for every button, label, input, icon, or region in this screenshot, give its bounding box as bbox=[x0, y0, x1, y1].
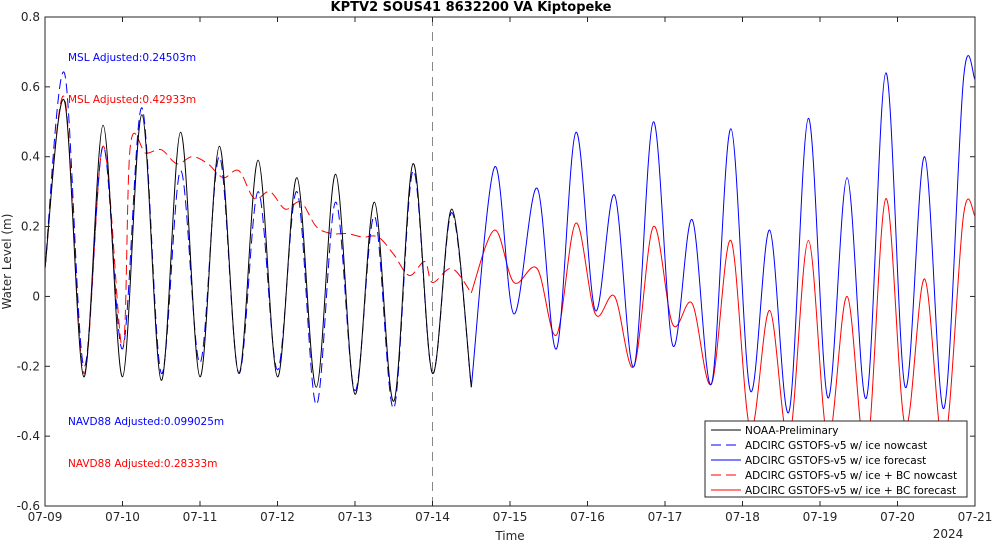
y-tick-label: 0.2 bbox=[21, 220, 40, 234]
y-tick-label: 0.8 bbox=[21, 10, 40, 24]
y-tick-label: -0.6 bbox=[17, 499, 40, 513]
x-tick-label: 07-12 bbox=[260, 510, 295, 524]
series-line-4 bbox=[45, 95, 472, 374]
x-tick-label: 07-13 bbox=[338, 510, 373, 524]
y-axis-label: Water Level (m) bbox=[0, 214, 14, 310]
series-line-2 bbox=[45, 71, 472, 409]
x-tick-label: 07-15 bbox=[493, 510, 528, 524]
year-label: 2024 bbox=[933, 527, 964, 541]
x-tick-label: 07-11 bbox=[183, 510, 218, 524]
y-axis-ticks: 0.8 0.6 0.4 0.2 0 -0.2 -0.4 -0.6 bbox=[17, 10, 975, 513]
x-tick-label: 07-21 bbox=[958, 510, 992, 524]
y-tick-label: 0 bbox=[32, 289, 40, 303]
legend-label: ADCIRC GSTOFS-v5 w/ ice forecast bbox=[745, 455, 926, 467]
legend-label: ADCIRC GSTOFS-v5 w/ ice + BC forecast bbox=[745, 485, 956, 497]
legend: NOAA-Preliminary ADCIRC GSTOFS-v5 w/ ice … bbox=[704, 420, 968, 498]
legend-box bbox=[704, 420, 968, 498]
legend-label: ADCIRC GSTOFS-v5 w/ ice nowcast bbox=[745, 440, 927, 452]
y-tick-label: -0.2 bbox=[17, 359, 40, 373]
y-tick-label: 0.4 bbox=[21, 150, 40, 164]
offset-annotation: MSL Adjusted:0.24503m bbox=[68, 52, 196, 64]
x-tick-label: 07-17 bbox=[648, 510, 683, 524]
x-tick-label: 07-09 bbox=[28, 510, 63, 524]
x-tick-label: 07-14 bbox=[415, 510, 450, 524]
series-line-1 bbox=[45, 98, 472, 402]
annotations: MSL Adjusted:0.24503m MSL Adjusted:0.4293… bbox=[68, 52, 224, 470]
x-axis-ticks: 07-09 07-10 07-11 07-12 07-13 07-14 07-15 07-16… bbox=[28, 17, 992, 524]
series-line-3 bbox=[470, 55, 975, 414]
legend-label: NOAA-Preliminary bbox=[745, 425, 838, 437]
y-tick-label: 0.6 bbox=[21, 80, 40, 94]
chart-title: KPTV2 SOUS41 8632200 VA Kiptopeke bbox=[331, 0, 612, 15]
offset-annotation: NAVD88 Adjusted:0.28333m bbox=[68, 458, 217, 470]
offset-annotation: NAVD88 Adjusted:0.099025m bbox=[68, 416, 224, 428]
legend-label: ADCIRC GSTOFS-v5 w/ ice + BC nowcast bbox=[745, 470, 957, 482]
x-tick-label: 07-18 bbox=[725, 510, 760, 524]
x-tick-label: 07-16 bbox=[570, 510, 605, 524]
x-axis-label: Time bbox=[494, 529, 524, 541]
x-tick-label: 07-19 bbox=[803, 510, 838, 524]
x-tick-label: 07-20 bbox=[880, 510, 915, 524]
offset-annotation: MSL Adjusted:0.42933m bbox=[68, 94, 196, 106]
x-tick-label: 07-10 bbox=[105, 510, 140, 524]
y-tick-label: -0.4 bbox=[17, 429, 40, 443]
